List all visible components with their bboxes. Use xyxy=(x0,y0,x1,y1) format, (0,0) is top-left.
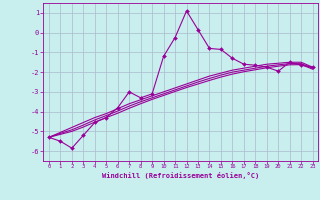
X-axis label: Windchill (Refroidissement éolien,°C): Windchill (Refroidissement éolien,°C) xyxy=(102,172,260,179)
